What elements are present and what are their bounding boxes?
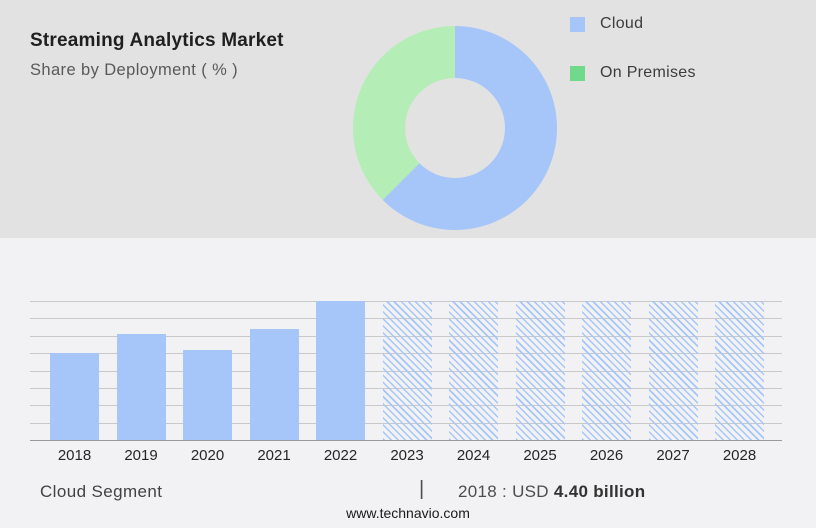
bar-2023-forecast xyxy=(382,301,432,440)
x-tick-label-2020: 2020 xyxy=(190,447,225,464)
x-tick-label-2021: 2021 xyxy=(257,447,291,464)
segment-label: Cloud Segment xyxy=(40,482,163,501)
x-tick-label-2027: 2027 xyxy=(656,447,690,464)
legend-swatch-icon xyxy=(570,65,585,81)
bar-2020 xyxy=(183,349,232,440)
market-value: 2018 : USD 4.40 billion xyxy=(458,482,645,502)
legend-swatch-icon xyxy=(570,16,585,32)
x-tick-label-2028: 2028 xyxy=(722,447,757,464)
x-tick-label-2019: 2019 xyxy=(124,447,158,464)
bar-2021 xyxy=(249,328,299,440)
market-value-prefix: 2018 : USD xyxy=(458,482,549,501)
x-tick-label-2022: 2022 xyxy=(323,447,358,464)
bar-2022 xyxy=(316,301,365,440)
legend-item-on-premises: On Premises xyxy=(570,64,696,82)
market-value-amount: 4.40 billion xyxy=(553,482,646,501)
bar-2019 xyxy=(116,334,166,440)
page-title: Streaming Analytics Market xyxy=(30,30,284,51)
donut-hole xyxy=(405,78,505,178)
x-tick-label-2018: 2018 xyxy=(57,447,92,464)
chart-legend: Cloud On Premises xyxy=(570,15,696,82)
bar-2026-forecast xyxy=(582,301,631,440)
bar-2028-forecast xyxy=(715,301,764,440)
legend-item-cloud: Cloud xyxy=(570,15,696,33)
page-subtitle: Share by Deployment ( % ) xyxy=(30,61,239,79)
x-tick-label-2025: 2025 xyxy=(523,447,557,464)
donut-chart xyxy=(353,26,557,230)
bar-chart-plot xyxy=(30,301,782,441)
website-url: www.technavio.com xyxy=(346,505,470,521)
x-tick-label-2024: 2024 xyxy=(456,447,491,464)
x-tick-label-2026: 2026 xyxy=(589,447,624,464)
bar-2027-forecast xyxy=(648,301,698,440)
legend-label: On Premises xyxy=(600,64,696,81)
x-tick-label-2023: 2023 xyxy=(390,447,424,464)
header-section: Streaming Analytics Market Share by Depl… xyxy=(0,0,816,238)
bar-2025-forecast xyxy=(515,301,565,440)
bar-2018 xyxy=(50,353,99,440)
footer-separator: | xyxy=(419,478,425,500)
bar-2024-forecast xyxy=(449,301,498,440)
legend-label: Cloud xyxy=(600,15,644,32)
